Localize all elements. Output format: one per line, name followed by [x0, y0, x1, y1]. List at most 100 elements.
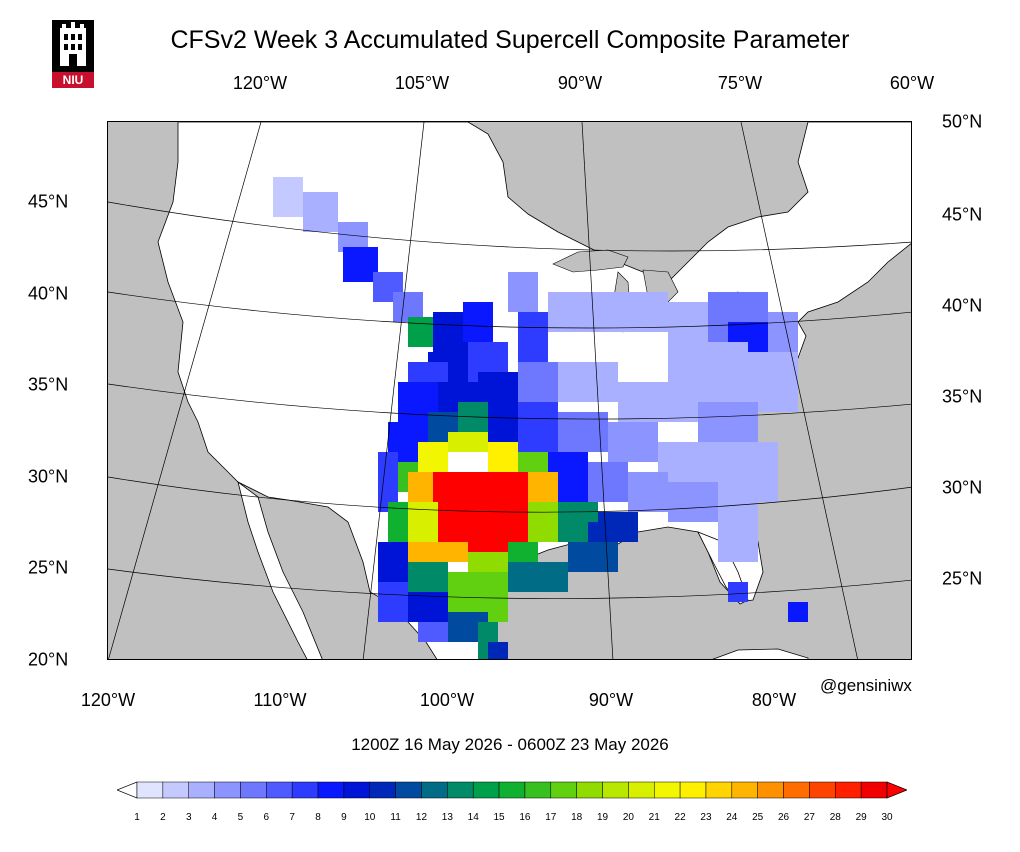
- lat-label-left: 25°N: [28, 557, 69, 578]
- colorbar-cell: [653, 781, 681, 799]
- scp-field-cell: [728, 582, 748, 602]
- colorbar-label: 30: [881, 812, 893, 823]
- scp-field-cell: [408, 562, 448, 592]
- scp-field-cell: [618, 382, 698, 422]
- colorbar-cell: [576, 781, 603, 799]
- scp-field-cell: [718, 442, 778, 502]
- colorbar-cell: [757, 781, 784, 799]
- scp-field-cell: [378, 582, 408, 622]
- colorbar-cell: [860, 781, 888, 799]
- lat-label-left: 40°N: [28, 283, 69, 304]
- scp-field-cell: [528, 472, 558, 502]
- scp-field-cell: [343, 247, 378, 282]
- lon-label-top: 90°W: [557, 73, 603, 93]
- scp-field-cell: [628, 472, 668, 512]
- scp-field-cell: [608, 422, 658, 462]
- scp-field-cell: [448, 572, 478, 612]
- colorbar-label: 24: [726, 812, 738, 823]
- lon-label-bottom: 90°W: [588, 690, 634, 710]
- scp-field-cell: [588, 522, 628, 542]
- scp-field-cell: [548, 292, 608, 332]
- date-range: 1200Z 16 May 2026 - 0600Z 23 May 2026: [351, 735, 669, 754]
- colorbar-cell: [188, 781, 215, 799]
- colorbar-label: 20: [622, 812, 634, 823]
- colorbar-cell: [602, 781, 629, 799]
- lat-label-right: 25°N: [942, 568, 983, 589]
- colorbar-cell: [809, 781, 836, 799]
- colorbar-label: 29: [855, 812, 867, 823]
- scp-field-cell: [788, 602, 808, 622]
- colorbar-label: 12: [415, 812, 428, 823]
- colorbar-cell: [447, 781, 474, 799]
- lake-superior: [552, 249, 629, 273]
- colorbar-cell: [317, 781, 345, 799]
- colorbar-cell: [783, 781, 810, 799]
- colorbar-label: 5: [237, 812, 244, 823]
- colorbar-label: 28: [829, 812, 841, 823]
- niu-logo: NIU: [52, 20, 94, 88]
- colorbar-cell: [395, 781, 422, 799]
- colorbar-label: 7: [289, 812, 295, 823]
- scp-field-cell: [518, 312, 548, 362]
- colorbar-label: 18: [571, 812, 583, 823]
- lat-label-right: 35°N: [942, 386, 983, 407]
- colorbar-label: 9: [341, 812, 347, 823]
- scp-field-cell: [488, 442, 518, 472]
- chart-title: CFSv2 Week 3 Accumulated Supercell Compo…: [170, 26, 850, 54]
- colorbar-svg: [116, 781, 908, 799]
- lat-label-left: 45°N: [28, 191, 69, 212]
- scp-field-cell: [303, 192, 338, 232]
- colorbar-label: 13: [441, 812, 453, 823]
- lat-label-right: 40°N: [942, 295, 983, 316]
- scp-field-cell: [408, 542, 468, 562]
- lat-label-left: 35°N: [28, 374, 69, 395]
- colorbar-label: 6: [263, 812, 270, 823]
- colorbar-label: 27: [803, 812, 815, 823]
- lon-label-bottom: 100°W: [419, 690, 475, 710]
- scp-field-cell: [388, 502, 408, 542]
- scp-field-cell: [528, 502, 558, 542]
- scp-field-cell: [508, 562, 568, 592]
- scp-field-cell: [518, 362, 558, 402]
- lat-label-left: 30°N: [28, 466, 69, 487]
- map-panel: [107, 121, 912, 660]
- colorbar-label: 1: [134, 812, 140, 823]
- scp-field-cell: [378, 452, 398, 512]
- colorbar-arrow-right: [886, 781, 908, 799]
- lon-label-top: 120°W: [232, 73, 288, 93]
- lat-label-left: 20°N: [28, 649, 69, 670]
- scp-field-cell: [433, 312, 468, 352]
- colorbar-cell: [679, 781, 707, 799]
- colorbar-cell: [369, 781, 396, 799]
- scp-field-cell: [463, 302, 493, 342]
- scp-field-cell: [418, 442, 448, 472]
- cuba: [712, 648, 809, 659]
- colorbar-cell: [266, 781, 293, 799]
- colorbar-cell: [628, 781, 655, 799]
- colorbar-label: 19: [596, 812, 609, 823]
- scp-field-cell: [608, 292, 668, 332]
- scp-field-cell: [408, 317, 433, 347]
- scp-field-cell: [488, 642, 508, 659]
- lon-label-bottom: 120°W: [80, 690, 136, 710]
- lon-label-top: 105°W: [394, 73, 450, 93]
- colorbar-cell: [472, 781, 500, 799]
- scp-field-cell: [768, 312, 798, 352]
- colorbar-label: 11: [390, 812, 401, 823]
- scp-field-cell: [408, 592, 448, 622]
- colorbar-label: 26: [777, 812, 790, 823]
- scp-field-cell: [468, 552, 508, 572]
- scp-field-cell: [558, 362, 618, 402]
- colorbar-label: 17: [545, 812, 557, 823]
- colorbar-cell: [835, 781, 862, 799]
- lon-label-top: 60°W: [889, 73, 935, 93]
- colorbar-cell: [731, 781, 758, 799]
- colorbar-label: 23: [700, 812, 712, 823]
- colorbar-label: 4: [211, 812, 218, 823]
- map-svg: [108, 122, 911, 659]
- lat-label-right: 45°N: [942, 204, 983, 225]
- colorbar-label: 16: [519, 812, 531, 823]
- colorbar-label: 21: [648, 812, 660, 823]
- colorbar-cell: [136, 781, 164, 799]
- colorbar-cell: [240, 781, 267, 799]
